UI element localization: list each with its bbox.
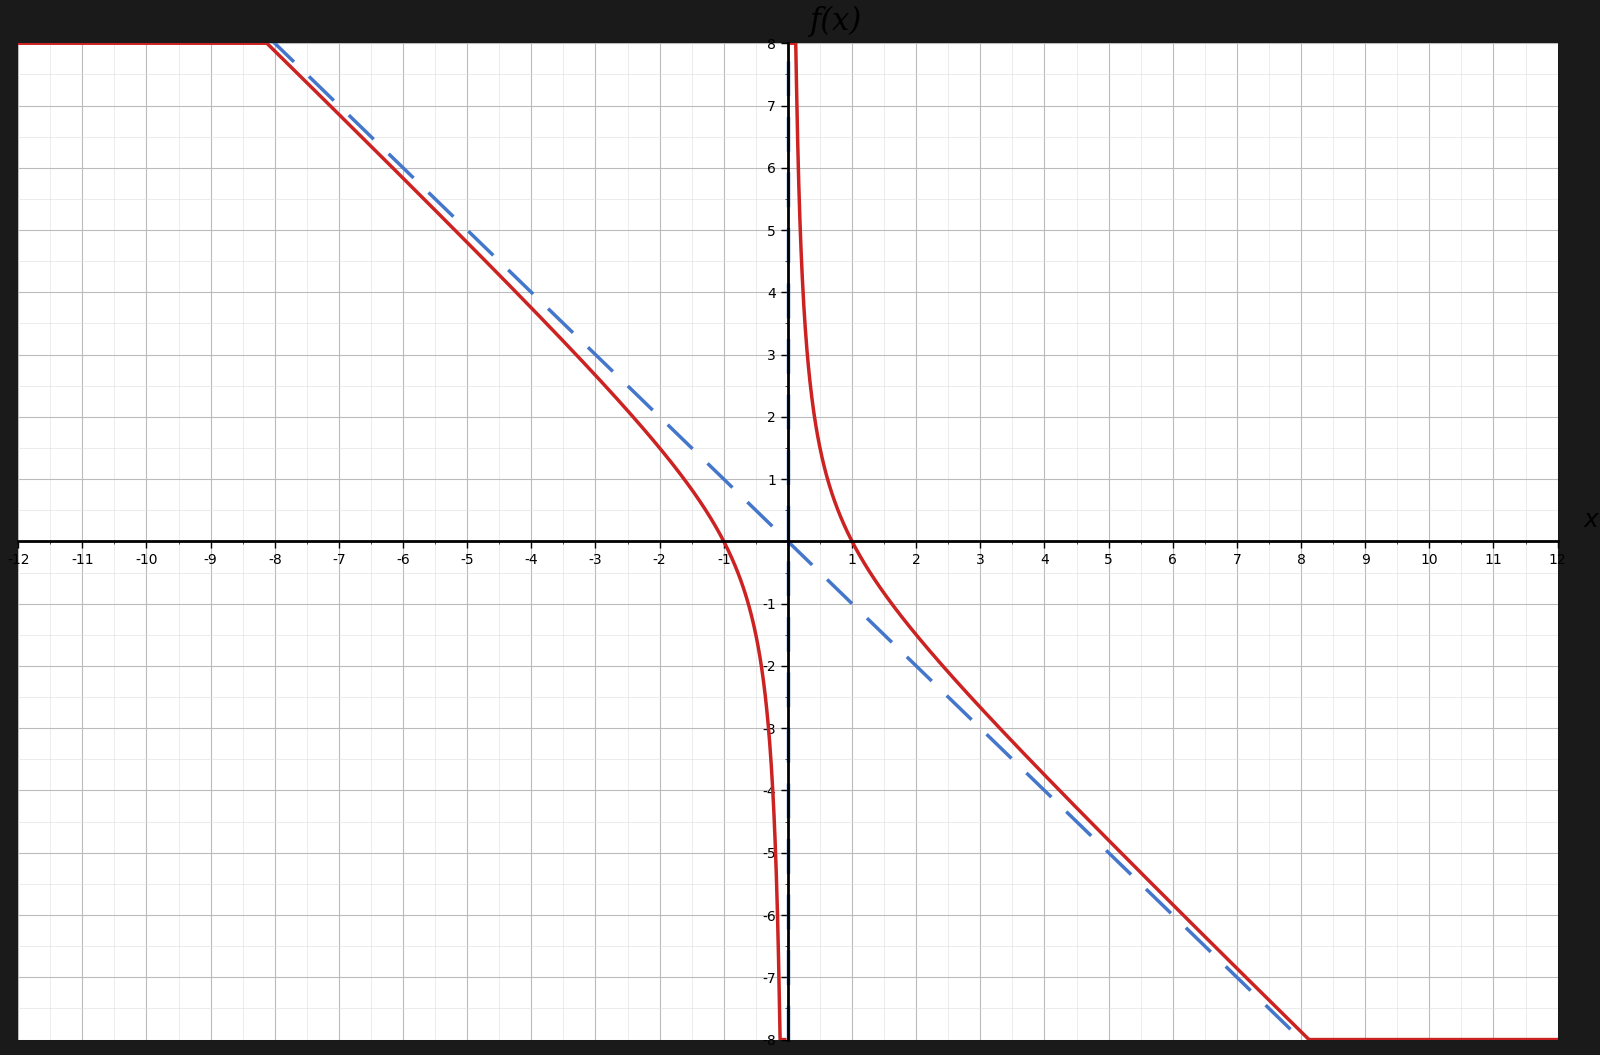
Text: x: x	[1584, 509, 1598, 532]
Text: f(x): f(x)	[810, 5, 862, 37]
